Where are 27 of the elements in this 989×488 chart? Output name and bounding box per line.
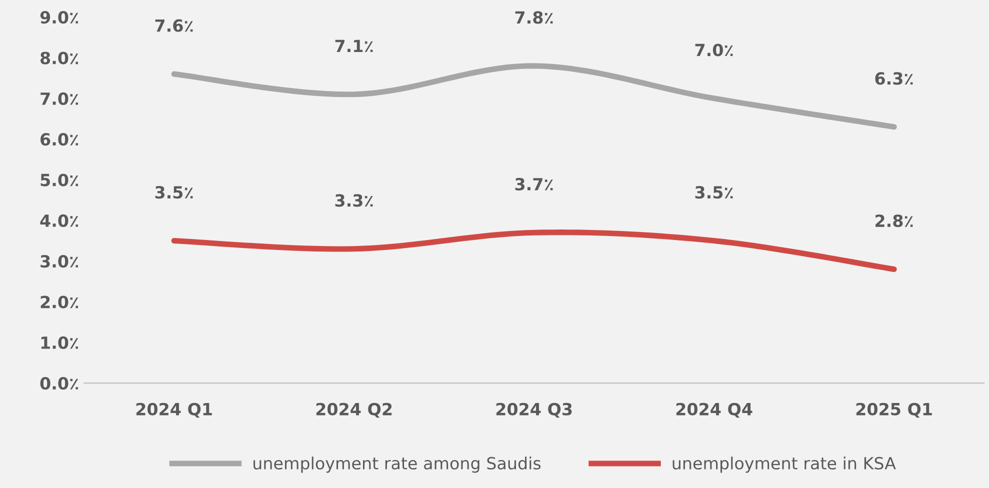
data-label: 7.1٪ (335, 40, 373, 52)
x-tick-label: 2024 Q1 (136, 402, 212, 418)
data-label: 3.5٪ (695, 186, 733, 199)
y-tick-label: 3.0٪ (40, 255, 78, 268)
x-tick-label: 2024 Q4 (676, 402, 752, 418)
data-label: 2.8٪ (876, 214, 913, 228)
data-label: 7.8٪ (515, 11, 553, 24)
x-tick-label: 2024 Q2 (316, 402, 392, 418)
y-tick-label: 5.0٪ (40, 174, 78, 186)
data-label: 3.7٪ (515, 178, 553, 190)
x-tick-label: 2024 Q3 (496, 402, 572, 418)
y-tick-label: 2.0٪ (40, 296, 78, 308)
data-label: 7.0٪ (695, 44, 733, 56)
data-label: 6.3٪ (875, 72, 913, 85)
data-label: 3.3٪ (335, 194, 373, 207)
legend-label: unemployment rate among Saudis (254, 456, 541, 473)
data-label: 7.6٪ (155, 19, 193, 32)
y-tick-label: 9.0٪ (40, 11, 78, 24)
legend-label: unemployment rate in KSA (672, 456, 896, 473)
y-tick-label: 7.0٪ (40, 92, 78, 105)
y-tick-label: 6.0٪ (40, 133, 78, 146)
y-tick-label: 8.0٪ (40, 52, 78, 64)
y-tick-label: 4.0٪ (40, 214, 78, 227)
y-tick-label: 1.0٪ (41, 336, 78, 349)
data-label: 3.5٪ (155, 186, 193, 199)
y-tick-label: 0.0٪ (40, 377, 78, 390)
x-tick-label: 2025 Q1 (856, 402, 932, 418)
